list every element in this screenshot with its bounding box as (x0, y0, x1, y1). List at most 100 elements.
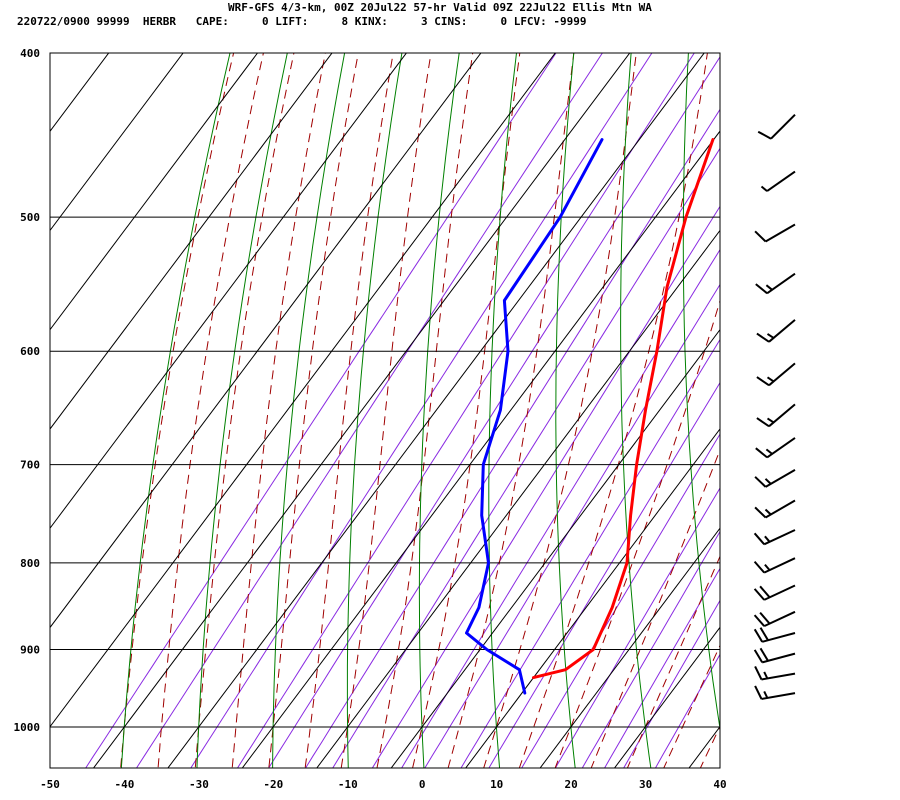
isotherm-gridline (50, 53, 259, 331)
isotherm-gridline (241, 130, 720, 768)
wind-barb (754, 223, 796, 243)
wind-barb-half-flag (766, 376, 775, 383)
plot-frame (49, 52, 721, 769)
wind-barb-flag (759, 585, 771, 598)
wind-barb (753, 584, 796, 601)
wind-barb-half-flag (764, 563, 771, 571)
wind-barb-flag (754, 685, 763, 700)
wind-barb-flag (753, 614, 765, 627)
isotherm-gridline (50, 53, 482, 629)
isotherm-gridline (92, 53, 631, 768)
wind-barb-flag (757, 130, 772, 140)
wind-barb-flag (753, 628, 764, 643)
wind-barb-half-flag (765, 448, 773, 455)
wind-barb (754, 685, 796, 700)
wind-barb-shaft (765, 223, 796, 243)
wind-barb (753, 610, 796, 628)
pressure-axis: 400 500 600 700 800 900 1000 (14, 47, 41, 734)
mixing-ratio-line (604, 567, 720, 768)
pressure-tick-label: 1000 (14, 721, 41, 734)
wind-barb-flag (754, 665, 763, 680)
wind-barb-flag (756, 417, 770, 428)
mixing-ratio-line (190, 53, 653, 768)
pressure-tick-label: 500 (20, 211, 40, 224)
moist-adiabat-line (699, 725, 720, 768)
wind-barb (754, 499, 796, 519)
wind-barb-shaft (770, 113, 796, 140)
dry-adiabats (120, 0, 900, 797)
temperature-tick-label: 10 (490, 778, 503, 791)
wind-barb (753, 627, 796, 643)
temperature-tick-label: -30 (189, 778, 209, 791)
wind-barb (757, 113, 796, 140)
wind-barb (754, 665, 796, 681)
wind-barb-half-flag (764, 535, 771, 543)
isotherm-gridline (167, 53, 705, 768)
temperature-profile-line (532, 138, 715, 680)
wind-barb (760, 170, 796, 192)
pressure-tick-label: 700 (20, 459, 40, 472)
wind-barb (755, 437, 796, 459)
isotherm-gridline (465, 428, 720, 768)
mixing-ratio-line (654, 653, 720, 768)
wind-barb-flag (756, 332, 770, 343)
temperature-tick-label: -20 (263, 778, 283, 791)
isotherm-gridline (390, 328, 720, 768)
temperature-tick-label: -40 (114, 778, 134, 791)
wind-barb-flag (759, 627, 769, 641)
sounding-stats-line: 220722/0900 99999 HERBR CAPE: 0 LIFT: 8 … (17, 15, 587, 28)
pressure-tick-label: 900 (20, 644, 40, 657)
wind-barb-flag (755, 283, 768, 295)
wind-barb-flag (754, 476, 767, 488)
pressure-tick-label: 400 (20, 47, 40, 60)
temperature-tick-label: -50 (40, 778, 60, 791)
mixing-ratio-line (304, 108, 720, 768)
mixing-ratio-line (401, 248, 720, 768)
mixing-ratio-line (623, 599, 720, 768)
moist-adiabat-line (590, 448, 720, 768)
wind-barb-flag (756, 376, 770, 387)
pressure-tick-label: 800 (20, 557, 40, 570)
moist-adiabat-line (447, 53, 575, 768)
wind-barb (755, 272, 796, 295)
wind-barb-flag (753, 588, 765, 601)
moist-adiabat-line (120, 53, 235, 768)
mixing-ratio-line (581, 530, 720, 768)
isotherm-gridline (316, 229, 720, 768)
temperature-axis: -50 -40 -30 -20 -10 0 10 20 30 40 (40, 778, 727, 791)
wind-barb-flag (753, 532, 765, 545)
wind-barb-half-flag (765, 284, 773, 291)
mixing-ratio-line (268, 55, 720, 768)
wind-barb-half-flag (763, 690, 769, 699)
dry-adiabat-line (803, 0, 885, 797)
wind-barb-flag (753, 560, 765, 574)
temperature-tick-label: 0 (419, 778, 426, 791)
wind-barb (753, 529, 796, 546)
mixing-ratio-line (554, 487, 720, 768)
wind-barb-half-flag (766, 417, 775, 424)
wind-barb-half-flag (764, 508, 772, 516)
wind-barb-half-flag (764, 478, 772, 485)
temperature-tick-label: -10 (338, 778, 358, 791)
mixing-ratio-line (85, 53, 557, 768)
wind-barb-flag (754, 506, 767, 519)
wind-barb-flag (754, 230, 767, 243)
sounding-profiles (465, 138, 715, 695)
wind-barb-flag (759, 611, 771, 625)
wind-barb-half-flag (766, 333, 775, 339)
mixing-ratio-line (135, 53, 603, 768)
isotherm-gridline (50, 53, 408, 530)
wind-barb-half-flag (763, 671, 769, 679)
mixing-ratio-line (332, 147, 720, 768)
mixing-ratio-line (460, 338, 720, 768)
wind-barb-flag (755, 447, 768, 459)
temperature-tick-label: 40 (713, 778, 726, 791)
wind-barb (753, 647, 796, 664)
pressure-tick-label: 600 (20, 345, 40, 358)
dry-adiabat-line (860, 0, 900, 797)
wind-barb (753, 557, 796, 574)
wind-barb-flag (753, 649, 764, 663)
temperature-tick-label: 20 (564, 778, 577, 791)
isotherm-gridline (0, 0, 44, 797)
